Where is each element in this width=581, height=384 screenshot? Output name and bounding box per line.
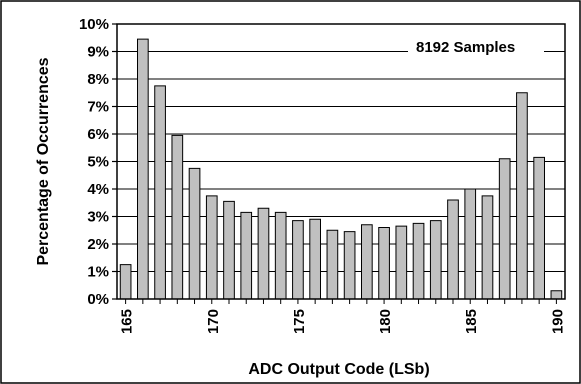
bar-169 xyxy=(188,167,201,300)
bar-173 xyxy=(257,207,270,300)
y-tick-label: 6% xyxy=(87,126,109,143)
bar-182 xyxy=(412,222,425,300)
bar-166 xyxy=(137,38,149,300)
y-tick-label: 2% xyxy=(87,236,109,253)
bar-188 xyxy=(516,92,528,300)
bar-186 xyxy=(481,195,494,300)
bar-172 xyxy=(240,211,253,300)
x-axis-title: ADC Output Code (LSb) xyxy=(248,361,429,378)
y-tick-label: 7% xyxy=(87,99,109,116)
bar-187 xyxy=(498,158,511,300)
x-tick-label: 190 xyxy=(549,309,566,334)
x-tick-label: 180 xyxy=(377,309,394,334)
bar-181 xyxy=(395,225,408,300)
bar-176 xyxy=(309,218,321,300)
bar-185 xyxy=(464,188,477,300)
bar-178 xyxy=(343,231,356,300)
y-tick-label: 9% xyxy=(87,44,109,61)
bar-168 xyxy=(171,134,184,300)
bar-170 xyxy=(205,195,218,300)
bar-165 xyxy=(119,264,132,300)
bar-175 xyxy=(292,220,304,300)
bar-167 xyxy=(154,85,166,300)
y-tick-label: 4% xyxy=(87,181,109,198)
bar-171 xyxy=(223,200,235,300)
x-tick-label: 170 xyxy=(205,309,222,334)
y-tick-label: 5% xyxy=(87,154,109,171)
annotation: 8192 Samples xyxy=(408,36,544,58)
x-tick-label: 185 xyxy=(463,309,480,334)
bar-177 xyxy=(326,229,339,300)
y-tick-label: 3% xyxy=(87,209,109,226)
x-tick-label: 175 xyxy=(291,309,308,334)
bar-183 xyxy=(429,220,442,300)
bar-190 xyxy=(550,290,563,300)
y-tick-label: 0% xyxy=(87,291,109,308)
bar-180 xyxy=(378,227,390,300)
x-tick-label: 165 xyxy=(119,309,136,334)
y-tick-label: 8% xyxy=(87,71,109,88)
bar-184 xyxy=(447,199,459,300)
y-tick-label: 10% xyxy=(79,16,109,33)
y-tick-label: 1% xyxy=(87,264,109,281)
y-axis-title: Percentage of Occurrences xyxy=(35,57,52,265)
bar-174 xyxy=(274,211,287,300)
annotation-text: 8192 Samples xyxy=(416,39,515,56)
bar-179 xyxy=(361,224,373,300)
bar-189 xyxy=(533,156,545,300)
